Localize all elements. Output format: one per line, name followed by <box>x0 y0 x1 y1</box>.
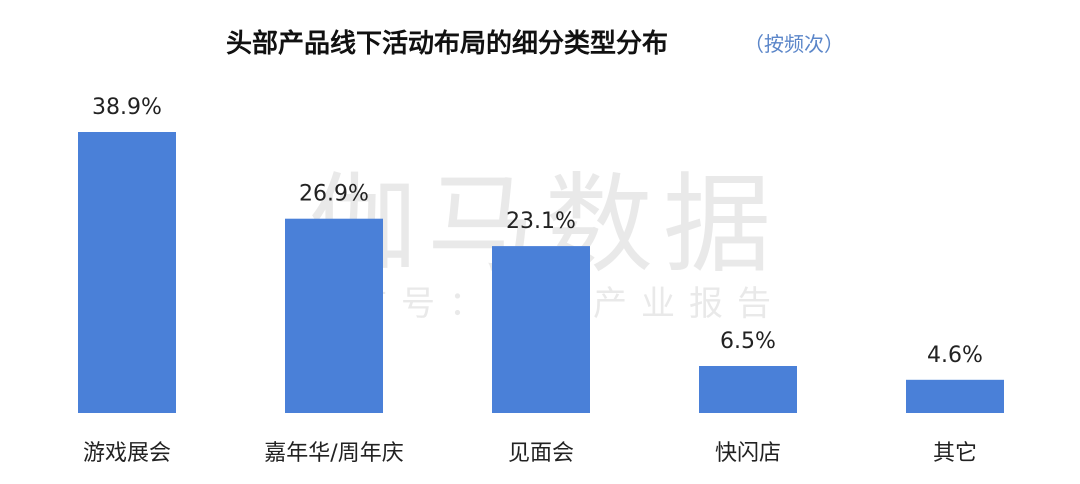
value-label-1: 38.9% <box>92 95 162 120</box>
bar-2 <box>285 218 383 413</box>
category-label-4: 快闪店 <box>715 441 781 466</box>
bar-4 <box>699 366 797 413</box>
bar-5 <box>906 379 1004 413</box>
chart-subtitle: （按频次） <box>744 32 844 56</box>
category-label-3: 见面会 <box>508 441 574 466</box>
bar-3 <box>492 246 590 413</box>
chart-title: 头部产品线下活动布局的细分类型分布 <box>226 28 668 59</box>
value-labels-group: 38.9% 26.9% 23.1% 6.5% 4.6% <box>92 95 983 368</box>
bars-group <box>78 132 1004 413</box>
value-label-4: 6.5% <box>720 329 776 354</box>
category-label-1: 游戏展会 <box>83 441 171 466</box>
value-label-3: 23.1% <box>506 209 576 234</box>
category-label-2: 嘉年华/周年庆 <box>264 441 403 466</box>
value-label-5: 4.6% <box>927 343 983 368</box>
value-label-2: 26.9% <box>299 182 369 207</box>
category-labels-group: 游戏展会 嘉年华/周年庆 见面会 快闪店 其它 <box>83 441 977 466</box>
bar-1 <box>78 132 176 413</box>
category-label-5: 其它 <box>933 441 977 466</box>
